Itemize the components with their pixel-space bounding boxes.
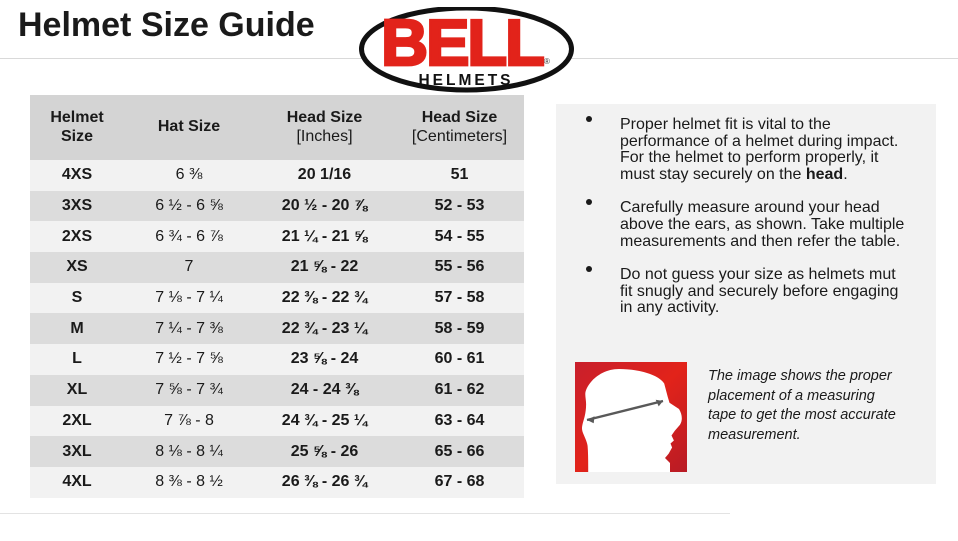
svg-text:BELL: BELL [381, 7, 543, 79]
svg-text:®: ® [544, 57, 550, 66]
svg-text:HELMETS: HELMETS [418, 72, 513, 89]
